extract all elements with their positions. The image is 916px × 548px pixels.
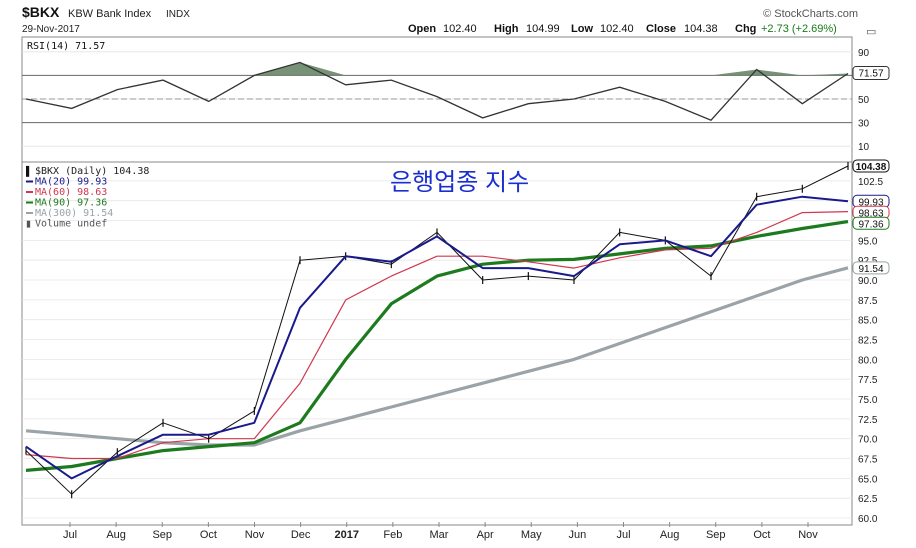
x-tick-label: 2017 xyxy=(335,529,359,541)
rsi-overbought-fill xyxy=(254,62,849,76)
price-tick-label: 77.5 xyxy=(858,375,878,386)
legend-entry: MA(60) 98.63 xyxy=(35,187,107,198)
last-value-tag: 91.54 xyxy=(858,264,883,275)
price-tick-label: 70.0 xyxy=(858,435,878,446)
x-tick-label: Jun xyxy=(569,529,587,541)
price-frame xyxy=(21,161,853,526)
rsi-tick-label: 90 xyxy=(858,48,870,59)
symbol: $BKX xyxy=(22,4,60,20)
price-tick-label: 87.5 xyxy=(858,296,878,307)
price-tick-label: 72.5 xyxy=(858,415,878,426)
price-series xyxy=(25,161,849,499)
price-tick-label: 80.0 xyxy=(858,355,878,366)
chart-date: 29-Nov-2017 xyxy=(22,24,80,35)
x-tick-label: Sep xyxy=(706,529,726,541)
legend-entry: Volume undef xyxy=(35,219,107,230)
exchange: INDX xyxy=(166,9,190,20)
x-tick-label: Nov xyxy=(245,529,265,541)
last-value-tag: 98.63 xyxy=(858,208,883,219)
price-tick-label: 85.0 xyxy=(858,316,878,327)
x-tick-label: Aug xyxy=(660,529,680,541)
chg-label: Chg xyxy=(735,23,756,35)
index-name: KBW Bank Index xyxy=(68,8,152,20)
last-value-tag-box xyxy=(852,261,890,275)
last-value-tag-box xyxy=(852,216,890,230)
brand-watermark: © StockCharts.com xyxy=(763,8,858,20)
price-tick-label: 67.5 xyxy=(858,455,878,466)
rsi-tick-label: 10 xyxy=(858,142,870,153)
legend-entry: MA(90) 97.36 xyxy=(35,198,107,209)
rsi-tag-value: 71.57 xyxy=(858,69,883,80)
rsi-label: RSI(14) 71.57 xyxy=(27,41,105,52)
price-tick-label: 60.0 xyxy=(858,514,878,525)
x-tick-label: Jul xyxy=(616,529,630,541)
price-tick-label: 62.5 xyxy=(858,494,878,505)
x-axis: Jul Aug Sep Oct Nov Dec 2017 Feb Mar Apr May Jun Jul… xyxy=(63,522,818,541)
quote-strip: Open 102.40 High 104.99 Low 102.40 Close… xyxy=(408,23,837,35)
x-tick-label: Oct xyxy=(753,529,770,541)
x-tick-label: Mar xyxy=(430,529,449,541)
rsi-tick-label: 50 xyxy=(858,95,870,106)
rsi-line xyxy=(25,61,849,121)
close-value: 104.38 xyxy=(684,23,718,35)
price-tick-label: 65.0 xyxy=(858,474,878,485)
price-tick-label: 82.5 xyxy=(858,336,878,347)
close-label: Close xyxy=(646,23,676,35)
rsi-tick-label: 30 xyxy=(858,119,870,130)
open-label: Open xyxy=(408,23,436,35)
last-value-tag: 97.36 xyxy=(858,219,883,230)
last-value-tag-box xyxy=(852,159,890,173)
last-value-tag: 104.38 xyxy=(856,162,887,173)
rsi-axis: 9070503010 xyxy=(858,48,870,153)
x-tick-label: Dec xyxy=(291,529,311,541)
legend-bars-icon: ▌ xyxy=(26,165,32,177)
chg-value: +2.73 (+2.69%) xyxy=(761,23,837,35)
legend-entry: $BKX (Daily) 104.38 xyxy=(35,166,149,177)
rsi-tag-box xyxy=(852,66,890,81)
x-tick-label: Aug xyxy=(106,529,126,541)
legend-entry: MA(20) 99.93 xyxy=(35,177,107,188)
low-value: 102.40 xyxy=(600,23,634,35)
high-value: 104.99 xyxy=(526,23,560,35)
price-grid xyxy=(22,180,852,519)
rsi-last-tag: 71.57 xyxy=(852,66,890,81)
last-value-tag: 99.93 xyxy=(858,197,883,208)
x-tick-label: Sep xyxy=(152,529,172,541)
open-value: 102.40 xyxy=(443,23,477,35)
price-tick-label: 95.0 xyxy=(858,236,878,247)
series-line-ma-20 xyxy=(25,195,849,480)
rsi-panel: 9070503010 RSI(14) 71.57 71.57 xyxy=(21,36,890,163)
low-label: Low xyxy=(571,23,593,35)
x-tick-label: Oct xyxy=(200,529,217,541)
x-tick-label: Nov xyxy=(798,529,818,541)
x-tick-label: May xyxy=(521,529,542,541)
price-tick-label: 102.5 xyxy=(858,177,883,188)
legend-volume-icon: ▮ xyxy=(26,219,31,229)
x-tick-label: Apr xyxy=(477,529,494,541)
chart-header: $BKX KBW Bank Index INDX 29-Nov-2017 © S… xyxy=(22,4,876,38)
series-line-ma-90 xyxy=(25,220,849,472)
price-panel: 102.5100.097.595.092.590.087.585.082.580… xyxy=(21,159,890,526)
price-tick-label: 75.0 xyxy=(858,395,878,406)
high-label: High xyxy=(494,23,519,35)
x-tick-label: Jul xyxy=(63,529,77,541)
annotation-text: 은행업종 지수 xyxy=(390,169,529,196)
x-tick-label: Feb xyxy=(383,529,402,541)
price-tick-label: 90.0 xyxy=(858,276,878,287)
legend-entry: MA(300) 91.54 xyxy=(35,208,113,219)
series-line-ma-60 xyxy=(25,211,849,460)
options-icon[interactable]: ▭ xyxy=(866,26,876,38)
